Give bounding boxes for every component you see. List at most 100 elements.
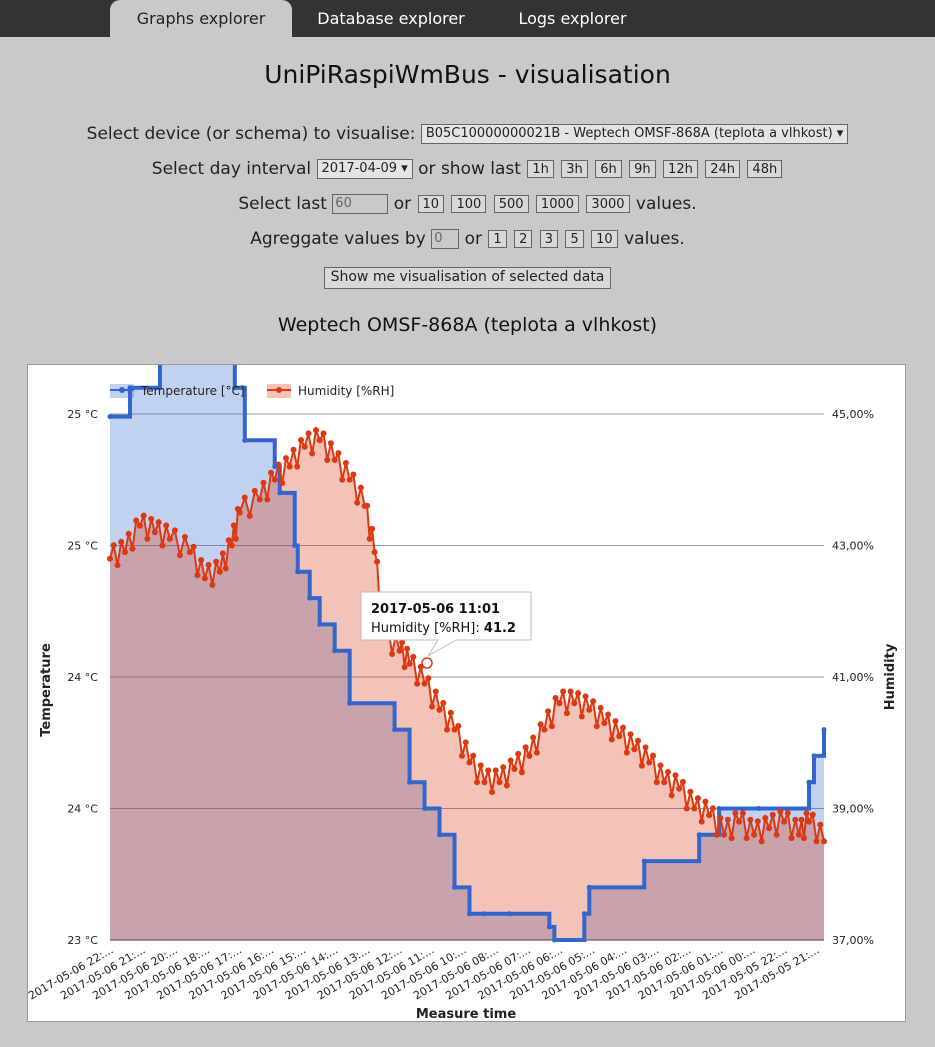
hour-button-24h[interactable]: 24h: [705, 160, 741, 178]
humidity-point: [751, 831, 758, 838]
temperature-point: [232, 385, 238, 391]
humidity-point: [754, 818, 761, 825]
device-row: Select device (or schema) to visualise: …: [0, 124, 935, 144]
humidity-point: [455, 723, 462, 729]
aggregate-button-2[interactable]: 2: [514, 230, 533, 248]
legend-humidity-label[interactable]: Humidity [%RH]: [298, 384, 394, 398]
legend-temperature-label[interactable]: Temperature [°C]: [140, 384, 245, 398]
humidity-point: [414, 680, 421, 687]
humidity-point: [548, 723, 555, 730]
day-interval-select[interactable]: 2017-04-09 ▾: [316, 159, 413, 179]
temperature-point: [307, 595, 313, 601]
temperature-point: [696, 832, 702, 838]
temperature-point: [641, 858, 647, 864]
temperature-point: [422, 806, 428, 811]
chart-svg[interactable]: 23 °C 24 °C 24 °C 25 °C 25 °C 37,00% 39,00% 41…: [26, 332, 905, 1022]
humidity-point: [110, 542, 117, 549]
humidity-point: [122, 549, 128, 556]
humidity-point: [492, 767, 499, 774]
hour-button-9h[interactable]: 9h: [629, 160, 656, 178]
values-button-10[interactable]: 10: [417, 195, 445, 213]
temperature-point: [437, 832, 442, 838]
humidity-point: [683, 805, 690, 812]
humidity-point: [171, 527, 178, 534]
temperature-point: [295, 569, 301, 575]
hour-button-6h[interactable]: 6h: [595, 160, 622, 178]
chart-tooltip: 2017-05-06 11:01 Humidity [%RH]: 41.2: [360, 591, 532, 669]
humidity-point: [533, 749, 540, 756]
humidity-point: [137, 522, 143, 529]
humidity-point: [342, 460, 349, 466]
x-axis-title: Measure time: [416, 1007, 516, 1021]
temperature-point: [482, 911, 487, 917]
left-tick-label: 25 °C: [67, 540, 98, 553]
temperature-point: [407, 779, 413, 785]
aggregate-button-3[interactable]: 3: [539, 230, 559, 248]
humidity-point: [151, 529, 158, 536]
humidity-point: [736, 818, 743, 825]
chart-areas: [110, 335, 824, 941]
left-tick-label: 25 °C: [67, 408, 98, 421]
humidity-point: [747, 816, 754, 823]
aggregate-row: Agreggate values by 0 or 1 2 3 5 10 valu…: [0, 229, 935, 249]
humidity-point: [181, 534, 188, 540]
humidity-point: [331, 457, 338, 463]
humidity-point: [773, 831, 780, 838]
humidity-point: [567, 688, 574, 695]
humidity-point: [657, 762, 664, 769]
chart-legend[interactable]: Temperature [°C] Humidity [%RH]: [110, 384, 394, 398]
temperature-line: [110, 333, 826, 942]
humidity-point: [140, 512, 147, 519]
hour-button-48h[interactable]: 48h: [747, 160, 783, 178]
humidity-point: [796, 831, 802, 838]
values-button-500[interactable]: 500: [493, 195, 529, 213]
humidity-point: [481, 779, 488, 786]
humidity-point: [694, 795, 701, 802]
temperature-area: [110, 335, 824, 941]
humidity-point: [489, 789, 495, 796]
humidity-point: [721, 831, 728, 838]
hour-button-12h[interactable]: 12h: [663, 160, 698, 178]
tab-logs-explorer[interactable]: Logs explorer: [518, 9, 627, 28]
values-button-100[interactable]: 100: [451, 195, 487, 213]
humidity-point: [246, 512, 253, 519]
hour-button-1h[interactable]: 1h: [527, 160, 554, 178]
aggregate-input[interactable]: 0: [431, 229, 460, 249]
humidity-point: [691, 805, 698, 812]
humidity-point: [176, 552, 183, 559]
hour-button-3h[interactable]: 3h: [561, 160, 588, 178]
aggregate-button-5[interactable]: 5: [565, 230, 584, 248]
humidity-point: [817, 821, 824, 828]
humidity-point: [485, 767, 492, 774]
humidity-point: [260, 479, 267, 486]
tab-database-explorer[interactable]: Database explorer: [317, 9, 465, 28]
aggregate-values-suffix: values.: [624, 229, 685, 249]
aggregate-button-1[interactable]: 1: [488, 230, 507, 248]
humidity-area: [110, 430, 824, 940]
humidity-point: [429, 703, 435, 710]
humidity-point: [268, 469, 274, 476]
tab-graphs-explorer[interactable]: Graphs explorer: [110, 0, 292, 37]
values-button-1000[interactable]: 1000: [535, 195, 580, 213]
humidity-point: [389, 651, 396, 657]
aggregate-button-10[interactable]: 10: [591, 230, 618, 248]
aggregate-or-label: or: [464, 229, 482, 249]
last-values-input[interactable]: 60: [332, 194, 389, 214]
humidity-point: [305, 430, 312, 437]
humidity-point: [432, 688, 439, 695]
humidity-point: [107, 555, 113, 562]
device-select[interactable]: B05C10000000021B - Weptech OMSF-868A (te…: [420, 124, 849, 144]
humidity-point: [421, 680, 428, 687]
humidity-point: [627, 731, 634, 738]
humidity-point: [728, 835, 735, 842]
humidity-point: [401, 664, 408, 671]
right-tick-label: 43,00%: [832, 540, 874, 553]
values-button-3000[interactable]: 3000: [586, 195, 630, 213]
chart-container[interactable]: 23 °C 24 °C 24 °C 25 °C 25 °C 37,00% 39,00% 41…: [26, 332, 906, 1022]
humidity-point: [279, 480, 286, 486]
humidity-point: [264, 496, 271, 503]
aggregate-label: Agreggate values by: [250, 229, 426, 249]
humidity-point: [593, 723, 600, 730]
humidity-point: [518, 769, 525, 776]
show-visualisation-button[interactable]: Show me visualisation of selected data: [323, 267, 612, 289]
